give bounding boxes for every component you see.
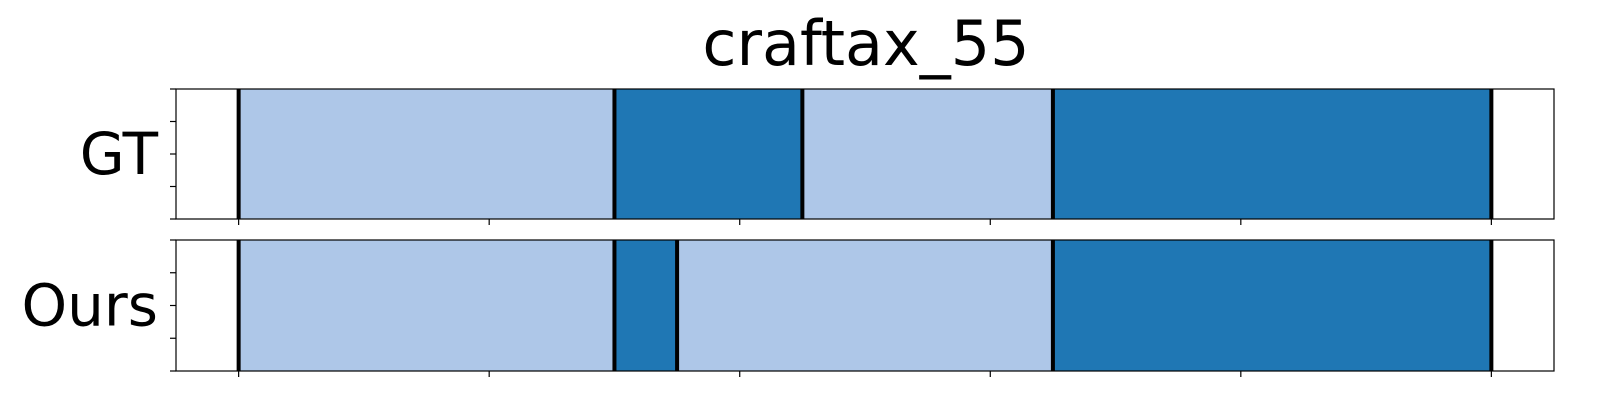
segment-ours-2 <box>677 240 1053 371</box>
segment-gt-0 <box>238 89 615 219</box>
segment-gt-1 <box>614 89 803 219</box>
row-label-ours: Ours <box>22 272 158 340</box>
row-label-gt: GT <box>80 120 159 188</box>
segment-ours-1 <box>614 240 678 371</box>
row-gt: GT <box>80 88 1555 225</box>
segment-ours-3 <box>1052 240 1492 371</box>
chart-title: craftax_55 <box>702 7 1029 80</box>
segment-ours-0 <box>238 240 615 371</box>
segment-gt-2 <box>802 89 1053 219</box>
segment-gt-3 <box>1052 89 1492 219</box>
row-ours: Ours <box>22 239 1555 377</box>
